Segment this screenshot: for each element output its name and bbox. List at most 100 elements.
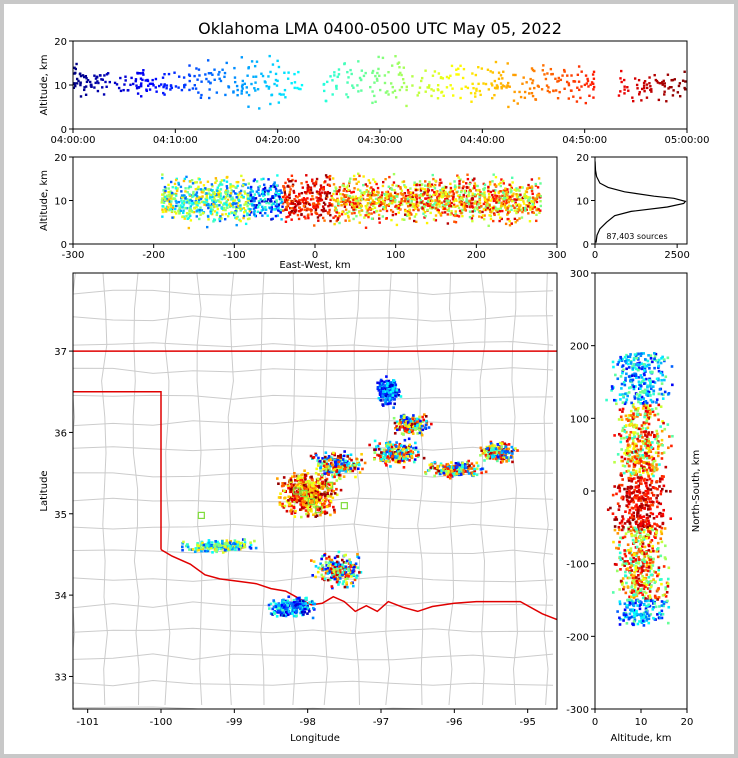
map-point	[318, 495, 322, 499]
map-point	[376, 444, 380, 448]
map-point	[481, 452, 485, 455]
ew-point	[519, 193, 522, 196]
ew-point	[527, 212, 530, 215]
ew-point	[288, 196, 291, 200]
ew-point	[460, 197, 463, 200]
ew-point	[257, 186, 260, 189]
county-line	[73, 679, 554, 687]
map-point	[286, 500, 290, 504]
ew-point	[453, 220, 456, 223]
map-point	[395, 420, 399, 424]
time-point	[86, 78, 90, 82]
ew-point	[207, 188, 210, 191]
ew-point	[285, 198, 288, 202]
ew-point	[320, 208, 324, 212]
map-point	[354, 462, 358, 466]
ew-point	[523, 197, 527, 200]
ew-point	[332, 192, 335, 196]
map-point	[488, 445, 492, 448]
time-point	[455, 68, 458, 71]
ew-point	[332, 216, 335, 219]
ew-point	[325, 175, 329, 179]
map-point	[293, 497, 297, 500]
time-point	[94, 77, 98, 80]
time-point	[496, 87, 499, 90]
ew-point	[381, 180, 385, 184]
ew-point	[223, 197, 226, 200]
time-point	[300, 83, 304, 87]
time-point	[169, 88, 172, 91]
map-point	[394, 452, 398, 456]
map-point	[448, 476, 452, 480]
ew-point	[453, 180, 456, 183]
map-point	[376, 387, 380, 391]
map-point	[329, 458, 333, 461]
ew-point	[262, 188, 265, 191]
map-point	[338, 477, 342, 481]
time-point	[123, 83, 126, 86]
time-point	[296, 86, 299, 90]
ew-point	[418, 194, 421, 197]
map-point	[320, 485, 324, 489]
map-point	[394, 392, 397, 396]
time-point	[279, 93, 283, 96]
ew-point	[198, 210, 201, 214]
map-point	[288, 498, 292, 501]
ew-point	[216, 186, 220, 189]
ew-point	[379, 201, 382, 204]
ew-point	[346, 184, 350, 188]
ew-point	[186, 198, 189, 201]
ew-point	[286, 195, 289, 199]
map-point	[376, 381, 379, 385]
ew-point	[195, 215, 199, 218]
ew-point	[538, 211, 541, 214]
time-point	[360, 89, 363, 92]
map-point	[499, 461, 503, 464]
ew-point	[226, 194, 229, 198]
map-point	[295, 499, 298, 502]
time-point	[286, 77, 290, 80]
map-point	[392, 443, 395, 447]
ew-point	[325, 194, 328, 198]
map-point	[392, 455, 396, 459]
ew-point	[525, 196, 529, 199]
ew-point	[253, 213, 256, 216]
time-point	[225, 61, 228, 65]
ew-point	[355, 182, 358, 185]
map-point	[487, 448, 491, 452]
map-point	[342, 475, 346, 478]
ew-point	[537, 208, 540, 211]
ew-point	[171, 206, 175, 209]
ew-point	[290, 207, 293, 210]
ew-point	[413, 215, 417, 218]
ew-point	[187, 201, 191, 204]
ew-point	[525, 190, 529, 194]
map-point	[490, 444, 494, 447]
map-point	[201, 541, 204, 545]
ew-point	[319, 213, 323, 217]
x-axis-label: East-West, km	[279, 260, 350, 271]
ew-point	[379, 203, 382, 207]
ew-point	[433, 191, 436, 194]
ew-point	[433, 187, 437, 190]
ew-point	[347, 198, 350, 201]
ew-point	[253, 209, 256, 213]
map-point	[299, 481, 302, 485]
ew-point	[258, 194, 261, 197]
map-point	[473, 469, 477, 473]
map-point	[287, 485, 290, 488]
time-point	[276, 79, 279, 83]
time-point	[567, 83, 571, 87]
map-point	[406, 454, 410, 458]
ew-point	[276, 214, 279, 217]
ew-point	[267, 190, 270, 193]
ew-point	[489, 199, 492, 202]
map-point	[404, 457, 408, 460]
map-point	[387, 385, 391, 388]
ew-point	[204, 187, 207, 190]
ew-point	[444, 194, 447, 197]
map-point	[303, 500, 306, 503]
time-point	[544, 77, 548, 81]
time-point	[184, 83, 187, 87]
time-point	[85, 77, 88, 80]
